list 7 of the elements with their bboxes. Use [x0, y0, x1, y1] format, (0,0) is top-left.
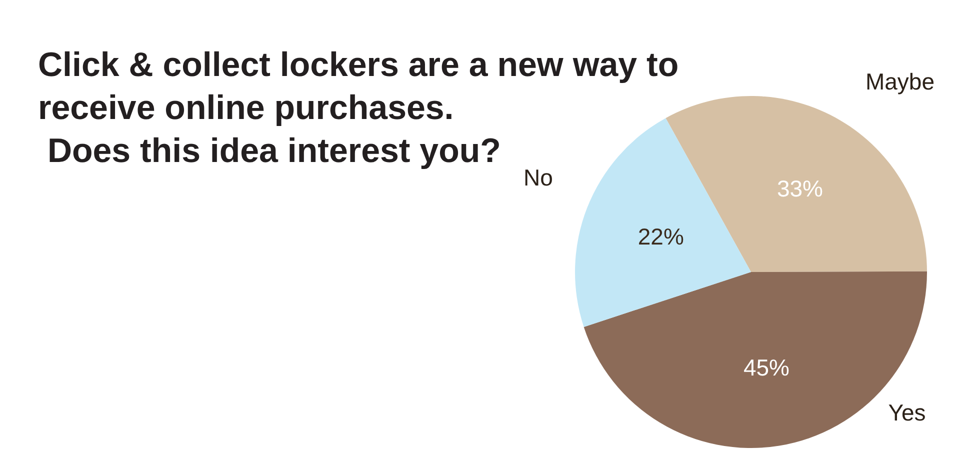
- data-label: 45%: [743, 354, 790, 381]
- pie-slice: [584, 271, 927, 448]
- data-label: 33%: [776, 176, 824, 202]
- data-label: 22%: [638, 224, 684, 250]
- slice-label: Maybe: [865, 68, 935, 94]
- slice-label: Yes: [888, 400, 926, 426]
- pie-slice: [575, 118, 751, 327]
